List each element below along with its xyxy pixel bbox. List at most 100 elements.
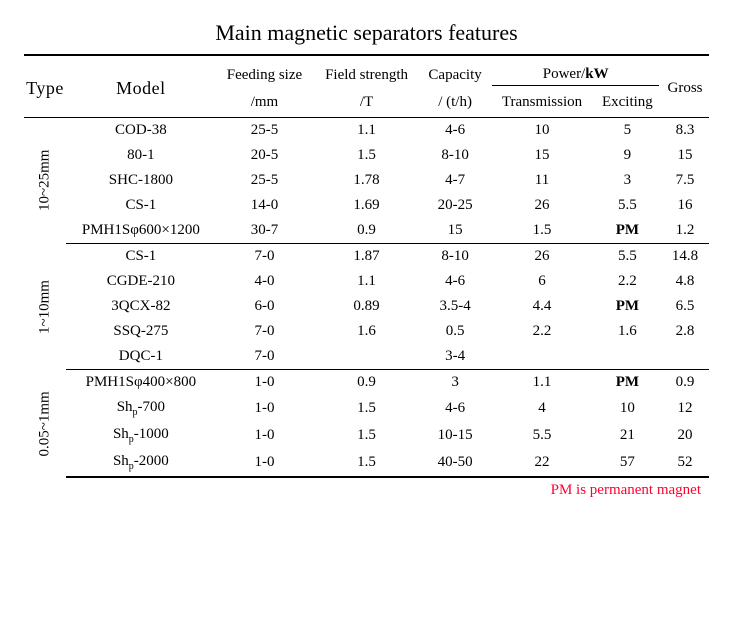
field-cell: 1.87 [313,244,420,270]
trans-cell: 4.4 [490,294,593,319]
field-cell: 0.9 [313,218,420,244]
model-cell: 80-1 [66,143,216,168]
trans-cell: 26 [490,193,593,218]
field-cell: 1.69 [313,193,420,218]
model-cell: CS-1 [66,193,216,218]
model-cell: CGDE-210 [66,269,216,294]
gross-cell: 2.8 [661,319,709,344]
col-field-top: Field strength [313,55,420,90]
capacity-cell: 8-10 [420,143,490,168]
trans-cell: 4 [490,395,593,422]
field-cell [313,344,420,370]
exc-cell [594,344,661,370]
exc-cell: 5.5 [594,193,661,218]
field-cell: 1.78 [313,168,420,193]
table-body: 10~25mmCOD-3825-51.14-61058.380-120-51.5… [24,118,709,478]
field-cell: 0.89 [313,294,420,319]
trans-cell: 10 [490,118,593,144]
trans-cell: 1.1 [490,370,593,396]
gross-cell [661,344,709,370]
feed-cell: 6-0 [216,294,313,319]
trans-cell [490,344,593,370]
field-cell: 1.5 [313,422,420,449]
footnote: PM is permanent magnet [24,482,709,499]
feed-cell: 30-7 [216,218,313,244]
exc-cell: 5.5 [594,244,661,270]
exc-cell: 21 [594,422,661,449]
field-cell: 1.1 [313,269,420,294]
exc-cell: 9 [594,143,661,168]
model-cell: COD-38 [66,118,216,144]
exc-cell: 3 [594,168,661,193]
field-cell: 1.1 [313,118,420,144]
model-cell: SHC-1800 [66,168,216,193]
capacity-cell: 40-50 [420,449,490,477]
type-cell: 10~25mm [24,118,66,244]
exc-cell: 2.2 [594,269,661,294]
feed-cell: 1-0 [216,370,313,396]
gross-cell: 52 [661,449,709,477]
gross-cell: 0.9 [661,370,709,396]
trans-cell: 6 [490,269,593,294]
gross-cell: 20 [661,422,709,449]
trans-cell: 5.5 [490,422,593,449]
trans-cell: 2.2 [490,319,593,344]
feed-cell: 25-5 [216,168,313,193]
capacity-cell: 3.5-4 [420,294,490,319]
trans-cell: 1.5 [490,218,593,244]
trans-cell: 15 [490,143,593,168]
capacity-cell: 4-6 [420,395,490,422]
capacity-cell: 8-10 [420,244,490,270]
exc-cell: 5 [594,118,661,144]
trans-cell: 26 [490,244,593,270]
table-title: Main magnetic separators features [24,20,709,46]
gross-cell: 6.5 [661,294,709,319]
exc-cell: PM [594,218,661,244]
exc-cell: 57 [594,449,661,477]
capacity-cell: 10-15 [420,422,490,449]
gross-cell: 15 [661,143,709,168]
gross-cell: 8.3 [661,118,709,144]
separators-table: Type Model Feeding size Field strength C… [24,54,709,478]
trans-cell: 22 [490,449,593,477]
gross-cell: 4.8 [661,269,709,294]
gross-cell: 12 [661,395,709,422]
col-gross: Gross [661,55,709,118]
capacity-cell: 4-7 [420,168,490,193]
model-cell: CS-1 [66,244,216,270]
capacity-cell: 20-25 [420,193,490,218]
feed-cell: 1-0 [216,395,313,422]
model-cell: Shp-700 [66,395,216,422]
col-capacity-bot: / (t/h) [420,90,490,118]
gross-cell: 7.5 [661,168,709,193]
trans-cell: 11 [490,168,593,193]
model-cell: SSQ-275 [66,319,216,344]
field-cell: 1.6 [313,319,420,344]
capacity-cell: 4-6 [420,118,490,144]
col-model: Model [66,55,216,118]
capacity-cell: 0.5 [420,319,490,344]
col-type: Type [24,55,66,118]
field-cell: 0.9 [313,370,420,396]
capacity-cell: 15 [420,218,490,244]
col-capacity-top: Capacity [420,55,490,90]
type-cell: 0.05~1mm [24,370,66,478]
col-power-trans: Transmission [490,90,593,118]
capacity-cell: 3-4 [420,344,490,370]
model-cell: 3QCX-82 [66,294,216,319]
feed-cell: 1-0 [216,422,313,449]
feed-cell: 7-0 [216,319,313,344]
field-cell: 1.5 [313,395,420,422]
capacity-cell: 3 [420,370,490,396]
model-cell: Shp-1000 [66,422,216,449]
model-cell: PMH1Sφ600×1200 [66,218,216,244]
gross-cell: 16 [661,193,709,218]
feed-cell: 7-0 [216,244,313,270]
col-field-bot: /T [313,90,420,118]
field-cell: 1.5 [313,449,420,477]
feed-cell: 4-0 [216,269,313,294]
col-power-group: Power/kW [490,55,661,90]
feed-cell: 7-0 [216,344,313,370]
feed-cell: 25-5 [216,118,313,144]
feed-cell: 1-0 [216,449,313,477]
